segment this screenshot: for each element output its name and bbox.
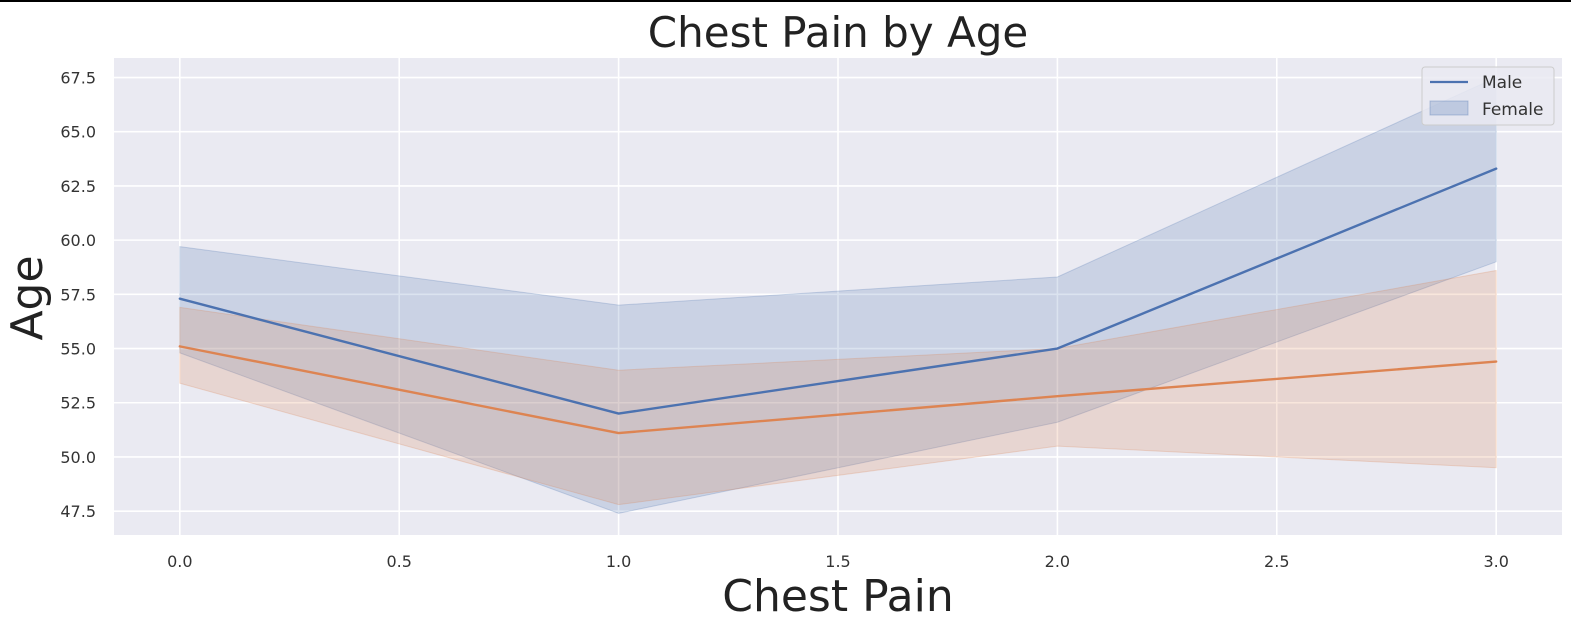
y-tick-label: 60.0 — [60, 231, 96, 250]
y-tick-label: 65.0 — [60, 123, 96, 142]
y-tick-label: 57.5 — [60, 285, 96, 304]
confidence-band-orange — [179, 269, 1497, 506]
y-axis-title: Age — [2, 255, 53, 340]
series-line-orange — [178, 345, 1498, 435]
y-tick-labels: 47.5 50.0 52.5 55.0 57.5 60.0 62.5 65.0 67.5 — [60, 69, 96, 522]
y-tick-label: 50.0 — [60, 448, 96, 467]
legend: Male Female — [1421, 66, 1555, 126]
series-line-blue — [178, 167, 1498, 415]
x-tick-label: 2.0 — [1045, 552, 1070, 571]
legend-male-label: Male — [1482, 73, 1522, 93]
y-tick-label: 47.5 — [60, 502, 96, 521]
grid — [114, 58, 1562, 535]
y-tick-label: 67.5 — [60, 69, 96, 88]
legend-female-patch-marker — [1429, 100, 1469, 116]
x-tick-label: 0.0 — [167, 552, 192, 571]
confidence-bands — [179, 76, 1497, 514]
x-tick-label: 0.5 — [386, 552, 411, 571]
series-lines — [178, 167, 1498, 435]
confidence-band-blue — [179, 76, 1497, 514]
x-tick-label: 1.0 — [606, 552, 631, 571]
x-tick-label: 1.5 — [825, 552, 850, 571]
x-tick-label: 3.0 — [1483, 552, 1508, 571]
x-tick-labels: 0.0 0.5 1.0 1.5 2.0 2.5 3.0 — [167, 552, 1509, 571]
chart-title: Chest Pain by Age — [648, 8, 1028, 57]
y-tick-label: 62.5 — [60, 177, 96, 196]
y-tick-label: 55.0 — [60, 340, 96, 359]
x-tick-label: 2.5 — [1264, 552, 1289, 571]
x-axis-title: Chest Pain — [722, 571, 953, 622]
y-tick-label: 52.5 — [60, 394, 96, 413]
legend-female-label: Female — [1482, 100, 1543, 120]
